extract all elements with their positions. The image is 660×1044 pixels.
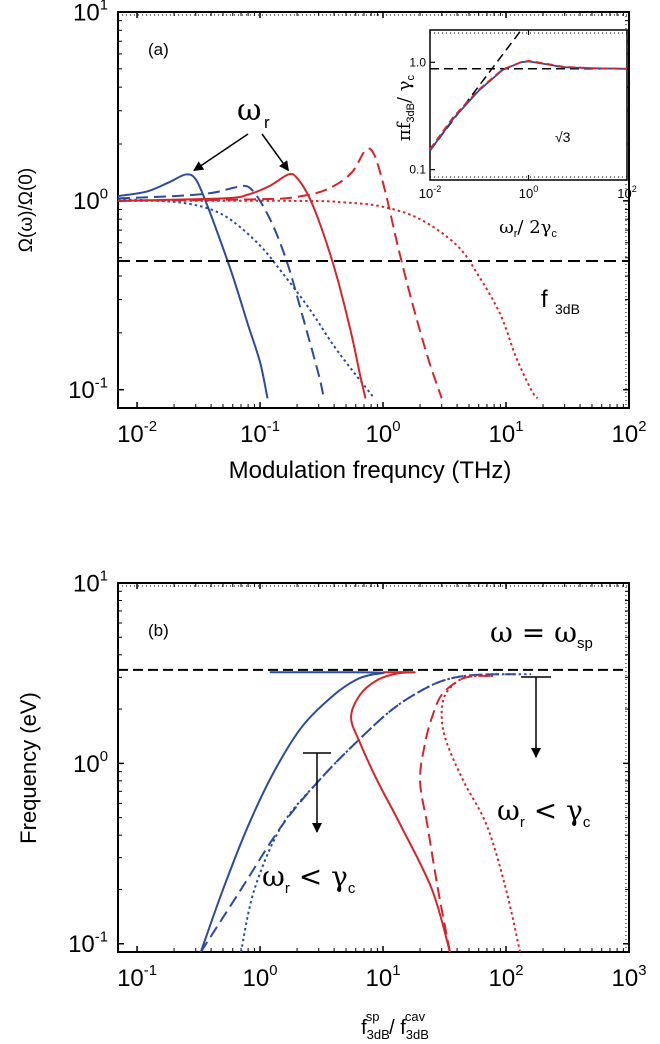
omega-r-arrow-1: [261, 133, 289, 172]
ann-left-gamma-sub: c: [348, 880, 356, 897]
inset-xlabel-sub: r: [514, 228, 518, 240]
x-tick-label: 100: [243, 963, 278, 992]
inset-xlabel-gamma: / 2γ: [517, 217, 551, 238]
series-line-1-dashed: [199, 673, 516, 953]
y-tick-label: 101: [73, 569, 108, 598]
inset-gridlines: [430, 32, 627, 178]
omega-sp-label-base: ω = ω: [490, 616, 577, 649]
panel-b-xlabel-sup2: cav: [405, 1009, 426, 1024]
inset-y-tick-label: 1.0: [409, 55, 426, 69]
inset-y-tick-label: 0.1: [409, 163, 426, 177]
panel-a-ylabel: Ω(ω)/Ω(0): [16, 168, 37, 252]
x-tick-label: 101: [366, 963, 401, 992]
omega-r-lt-gamma-c-left: ωr < γc: [262, 860, 356, 897]
inset-ylabel-gamma: / γ: [394, 80, 415, 103]
y-tick-label: 10-1: [68, 929, 108, 958]
ann-left-gamma: γ: [331, 860, 348, 893]
inset-background: [430, 30, 627, 180]
panel-b-ylabel: Frequency (eV): [16, 692, 41, 844]
y-tick-label: 10-1: [68, 375, 108, 404]
x-tick-label: 102: [612, 419, 647, 448]
x-tick-label: 10-1: [117, 963, 157, 992]
ann-right-op: <: [525, 794, 566, 827]
x-tick-label: 103: [612, 963, 647, 992]
inset-series-1: [429, 60, 628, 150]
inset-asymptote-line: [429, 30, 522, 152]
series-line-3-solid: [350, 671, 451, 953]
ann-left-omega: ω: [262, 860, 285, 893]
ann-left-sub: r: [285, 880, 290, 897]
inset-xlabel-omega: ω: [499, 217, 514, 238]
y-tick-label: 100: [73, 186, 108, 215]
panel-a-frame: [117, 11, 630, 409]
panel-b-frame: [117, 582, 630, 953]
series-line-4-dashed: [117, 147, 443, 399]
inset-ylabel: πf3dB/ γc: [394, 74, 417, 141]
inset-xlabel-gamma-sub: c: [551, 228, 557, 240]
x-tick-label: 102: [489, 963, 524, 992]
panel-b-arrows: [303, 676, 551, 833]
omega-r-subscript: r: [264, 113, 270, 132]
panel-a-label: (a): [148, 40, 169, 59]
panel-b-xlabel-sub: 3dB: [367, 1027, 390, 1042]
panel-b-xlabel-f: f: [361, 1017, 367, 1039]
inset-x-tick-label: 10-2: [419, 184, 441, 201]
panel-a: 10-2 10-1 100 101 102 10-1 100 101 (a) Ω(ω)/Ω(0…: [16, 0, 646, 484]
inset-ylabel-gamma-sub: c: [405, 74, 417, 80]
series-line-2-dotted: [240, 673, 532, 953]
panel-b-xlabel-mid: / f: [384, 1017, 407, 1039]
series-line-5-dotted: [440, 674, 522, 953]
omega-r-annotation: ω r: [193, 93, 289, 172]
inset-xlabel: ωr/ 2γc: [499, 217, 557, 240]
x-tick-label: 101: [489, 419, 524, 448]
panel-a-ticks: 10-2 10-1 100 101 102 10-1 100 101: [68, 0, 646, 448]
x-tick-label: 100: [366, 419, 401, 448]
x-tick-label: 10-1: [240, 419, 280, 448]
inset-ylabel-sub: 3dB: [405, 103, 417, 123]
omega-r-arrow-0: [193, 133, 249, 172]
omega-r-symbol: ω: [237, 93, 261, 128]
ann-right-gamma: γ: [566, 794, 583, 827]
series-line-5-dotted: [117, 199, 539, 399]
inset-x-tick-label: 102: [617, 184, 636, 201]
omega-sp-label-sub: sp: [577, 635, 593, 652]
f3db-label-subscript: 3dB: [555, 301, 580, 317]
panel-b-xlabel-sup: sp: [366, 1009, 380, 1024]
f3db-label-base: f: [541, 286, 548, 313]
series-line-1-dashed: [117, 184, 325, 399]
panel-b-series: [199, 671, 532, 953]
series-line-4-dashed: [419, 674, 495, 953]
inset-x-tick-label: 100: [519, 184, 538, 201]
ann-right-gamma-sub: c: [583, 814, 591, 831]
panel-b-xlabel-sub2: 3dB: [406, 1027, 429, 1042]
series-line-3-solid: [117, 172, 367, 399]
inset-series: [429, 30, 628, 152]
omega-sp-label: ω = ωsp: [490, 616, 593, 652]
svg-text:πf3dB/ γc: πf3dB/ γc: [394, 74, 417, 141]
f3db-label: f 3dB: [541, 286, 580, 317]
omega-r-lt-gamma-c-right: ωr < γc: [497, 794, 591, 831]
panel-a-xlabel: Modulation frequncy (THz): [229, 457, 512, 484]
panel-b-xlabel: f3dBsp / f3dBcav: [361, 1009, 429, 1042]
ann-right-sub: r: [520, 814, 525, 831]
inset-ylabel-pi-f: πf: [394, 121, 415, 141]
series-line-0-solid: [199, 671, 385, 953]
inset-sqrt3-label: √3: [555, 129, 571, 145]
y-tick-label: 100: [73, 749, 108, 778]
panel-b-label: (b): [148, 621, 169, 640]
x-tick-label: 10-2: [117, 419, 157, 448]
panel-b: 10-1 100 101 102 103 10-1 100 101 (b) Frequency…: [16, 569, 646, 1042]
series-line-0-solid: [117, 173, 269, 399]
omega-r-arrows: [193, 133, 289, 172]
ann-right-omega: ω: [497, 794, 520, 827]
inset-ticks: 10-2 100 102 0.1 1.0: [409, 30, 637, 201]
ann-left-op: <: [290, 860, 331, 893]
y-tick-label: 101: [73, 0, 108, 26]
series-line-2-dotted: [117, 198, 376, 399]
panel-a-series: [117, 147, 539, 399]
panel-b-gridlines: [118, 583, 629, 952]
